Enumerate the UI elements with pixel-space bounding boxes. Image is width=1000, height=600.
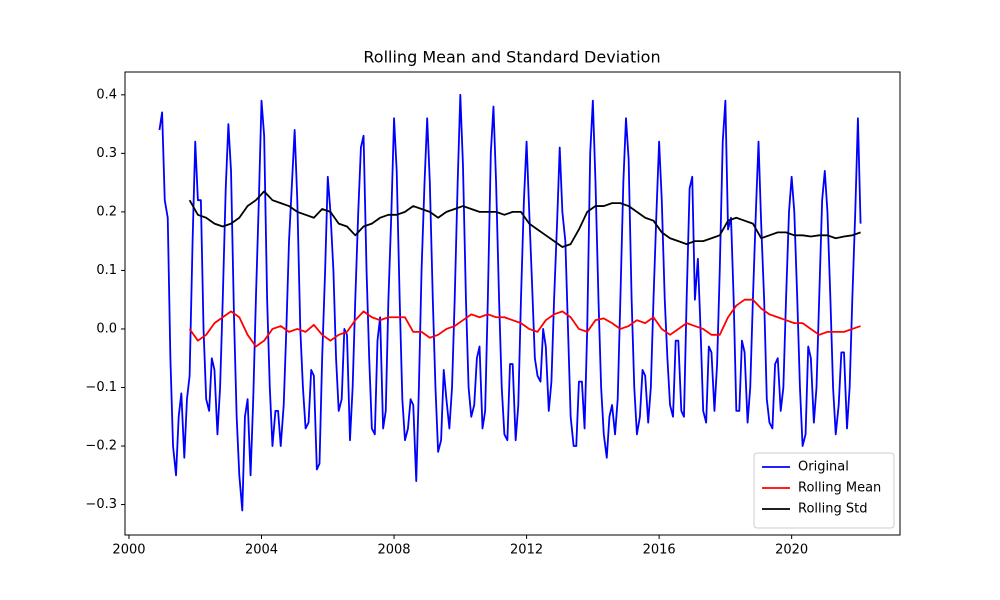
y-tick-label: −0.1 <box>85 380 117 395</box>
x-tick-label: 2012 <box>510 543 543 558</box>
y-tick-label: −0.3 <box>85 497 117 512</box>
y-tick-label: 0.0 <box>96 321 117 336</box>
x-tick-label: 2000 <box>112 543 145 558</box>
chart-title: Rolling Mean and Standard Deviation <box>363 48 660 67</box>
y-tick-label: −0.2 <box>85 439 117 454</box>
series-line <box>188 190 861 248</box>
y-tick-label: 0.3 <box>96 146 117 161</box>
y-tick-label: 0.4 <box>96 87 117 102</box>
legend-label: Original <box>798 460 849 475</box>
x-tick-label: 2020 <box>775 543 808 558</box>
x-tick-label: 2008 <box>377 543 410 558</box>
series-line <box>158 93 862 512</box>
x-tick-label: 2004 <box>245 543 278 558</box>
series-line <box>188 298 861 348</box>
legend-label: Rolling Std <box>798 502 867 517</box>
x-tick-label: 2016 <box>643 543 676 558</box>
plot-frame <box>124 71 901 536</box>
y-tick-label: 0.2 <box>96 204 117 219</box>
legend-label: Rolling Mean <box>798 481 881 496</box>
y-tick-label: 0.1 <box>96 263 117 278</box>
